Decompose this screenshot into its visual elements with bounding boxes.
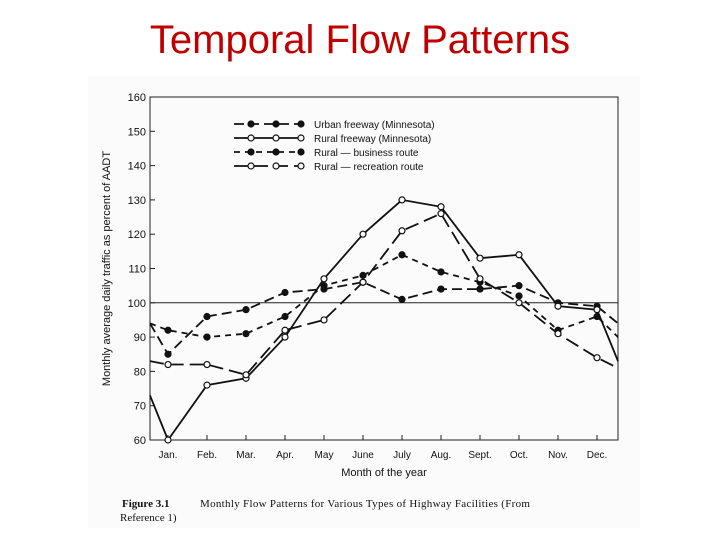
legend-marker-3 bbox=[247, 148, 255, 156]
series-3-point bbox=[164, 326, 172, 334]
series-2-point bbox=[320, 275, 328, 283]
x-tick-label: July bbox=[393, 450, 411, 461]
legend-label-3: Rural — business route bbox=[314, 148, 419, 159]
y-tick-label: 90 bbox=[134, 332, 146, 344]
series-4-point bbox=[359, 278, 367, 286]
series-2-point bbox=[515, 251, 523, 259]
x-tick-label: Apr. bbox=[276, 450, 294, 461]
x-tick-label: Sept. bbox=[468, 450, 491, 461]
series-2-point bbox=[359, 230, 367, 238]
series-4-point bbox=[281, 326, 289, 334]
series-2-point bbox=[164, 436, 172, 444]
series-line-1 bbox=[149, 281, 619, 356]
series-line-4 bbox=[149, 212, 619, 376]
y-tick-label: 80 bbox=[134, 366, 146, 378]
legend-marker-2 bbox=[297, 134, 305, 142]
series-4-point bbox=[593, 354, 601, 362]
y-tick-label: 60 bbox=[134, 435, 146, 447]
series-1-point bbox=[398, 295, 406, 303]
y-tick-label: 120 bbox=[128, 229, 146, 241]
series-4-point bbox=[320, 316, 328, 324]
legend-marker-4 bbox=[297, 162, 305, 170]
series-2-point bbox=[437, 203, 445, 211]
series-4-point bbox=[515, 299, 523, 307]
series-1-point bbox=[476, 285, 484, 293]
x-tick-label: June bbox=[352, 450, 374, 461]
series-3-point bbox=[398, 251, 406, 259]
series-3-point bbox=[593, 312, 601, 321]
legend-marker-1 bbox=[272, 120, 280, 128]
series-3-point bbox=[515, 292, 523, 300]
series-3-point bbox=[359, 271, 367, 279]
series-3-point bbox=[203, 333, 211, 341]
series-1-point bbox=[437, 285, 445, 293]
slide-title: Temporal Flow Patterns bbox=[149, 18, 571, 62]
legend-label-1: Urban freeway (Minnesota) bbox=[314, 120, 435, 131]
x-tick-label: Jan. bbox=[159, 450, 178, 461]
x-tick-label: Dec. bbox=[587, 450, 608, 461]
chart-panel bbox=[88, 76, 640, 528]
series-3-point bbox=[242, 330, 250, 338]
series-3-point bbox=[281, 312, 289, 321]
y-tick-label: 130 bbox=[128, 195, 146, 207]
legend-marker-3 bbox=[272, 148, 280, 156]
series-2-point bbox=[398, 196, 406, 204]
series-4-point bbox=[398, 227, 406, 235]
series-4-point bbox=[554, 330, 562, 338]
y-tick-label: 160 bbox=[128, 92, 146, 104]
figure-label: Figure 3.1 bbox=[122, 498, 170, 510]
series-1-point bbox=[281, 288, 289, 297]
x-tick-label: Feb. bbox=[197, 450, 217, 461]
series-4-point bbox=[242, 371, 250, 379]
legend-marker-4 bbox=[247, 162, 255, 170]
figure-caption-continued: Reference 1) bbox=[120, 512, 177, 524]
series-1-point bbox=[203, 312, 211, 321]
series-1-point bbox=[515, 282, 523, 290]
series-line-2 bbox=[149, 198, 619, 442]
x-tick-label: Aug. bbox=[431, 450, 452, 461]
y-tick-label: 150 bbox=[128, 126, 146, 138]
y-tick-label: 140 bbox=[128, 161, 146, 173]
legend-marker-1 bbox=[247, 120, 255, 128]
legend-marker-4 bbox=[272, 162, 280, 170]
legend-marker-2 bbox=[272, 134, 280, 142]
figure-caption: Monthly Flow Patterns for Various Types … bbox=[200, 498, 531, 510]
series-2-point bbox=[281, 333, 289, 341]
legend-marker-1 bbox=[297, 120, 305, 128]
legend-marker-2 bbox=[247, 134, 255, 142]
series-4-point bbox=[437, 210, 445, 218]
legend-label-2: Rural freeway (Minnesota) bbox=[314, 134, 431, 145]
x-tick-label: May bbox=[315, 450, 334, 461]
series-4-point bbox=[164, 360, 172, 369]
legend-label-4: Rural — recreation route bbox=[314, 162, 424, 173]
x-tick-label: Oct. bbox=[510, 450, 528, 461]
series-4-point bbox=[203, 360, 211, 369]
legend-marker-3 bbox=[297, 148, 305, 156]
y-axis-title: Monthly average daily traffic as percent… bbox=[101, 151, 113, 386]
series-2-point bbox=[554, 302, 562, 310]
series-1-point bbox=[164, 350, 172, 358]
series-3-point bbox=[437, 268, 445, 276]
x-tick-label: Nov. bbox=[548, 450, 568, 461]
series-4-point bbox=[476, 275, 484, 283]
series-2-point bbox=[593, 306, 601, 314]
series-2-point bbox=[476, 254, 484, 262]
series-line-3 bbox=[149, 253, 619, 339]
x-axis-title: Month of the year bbox=[341, 467, 427, 479]
series-1-point bbox=[242, 306, 250, 314]
y-tick-label: 100 bbox=[128, 298, 146, 310]
y-tick-label: 70 bbox=[134, 401, 146, 413]
series-3-point bbox=[320, 282, 328, 290]
series-2-point bbox=[203, 381, 211, 389]
x-tick-label: Mar. bbox=[236, 450, 255, 461]
y-tick-label: 110 bbox=[128, 264, 146, 276]
